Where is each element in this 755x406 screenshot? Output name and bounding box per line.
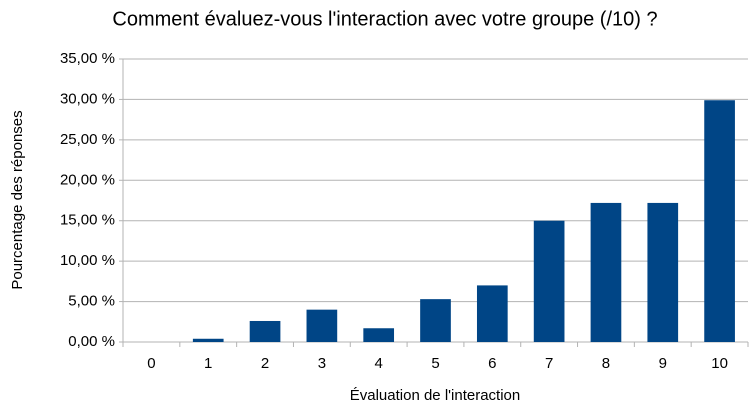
x-tick-label: 5 [431, 355, 439, 372]
x-tick-label: 0 [147, 355, 155, 372]
x-axis-label: Évaluation de l'interaction [350, 387, 520, 404]
y-axis-label: Pourcentage des réponses [9, 110, 26, 289]
x-tick-label: 4 [375, 355, 383, 372]
x-tick-label: 3 [318, 355, 326, 372]
chart-title: Comment évaluez-vous l'interaction avec … [112, 8, 657, 30]
y-tick-label: 30,00 % [60, 90, 115, 107]
bar [363, 328, 395, 342]
bar [249, 320, 281, 342]
y-tick-label: 25,00 % [60, 131, 115, 148]
y-tick-label: 0,00 % [68, 333, 115, 350]
y-tick-label: 35,00 % [60, 50, 115, 67]
x-tick-label: 8 [602, 355, 610, 372]
y-tick-label: 15,00 % [60, 212, 115, 229]
bar [533, 220, 565, 342]
x-tick-label: 9 [659, 355, 667, 372]
y-tick-label: 20,00 % [60, 171, 115, 188]
x-tick-label: 6 [488, 355, 496, 372]
bar [306, 309, 338, 342]
x-tick-label: 7 [545, 355, 553, 372]
bar [590, 202, 622, 342]
x-tick-label: 1 [204, 355, 212, 372]
y-tick-label: 10,00 % [60, 252, 115, 269]
bar [704, 100, 735, 342]
bar [192, 338, 224, 342]
bar [420, 299, 451, 342]
bar [647, 202, 679, 342]
x-tick-label: 2 [261, 355, 269, 372]
x-tick-label: 10 [711, 355, 728, 372]
bar [476, 285, 508, 342]
y-tick-label: 5,00 % [68, 293, 115, 310]
